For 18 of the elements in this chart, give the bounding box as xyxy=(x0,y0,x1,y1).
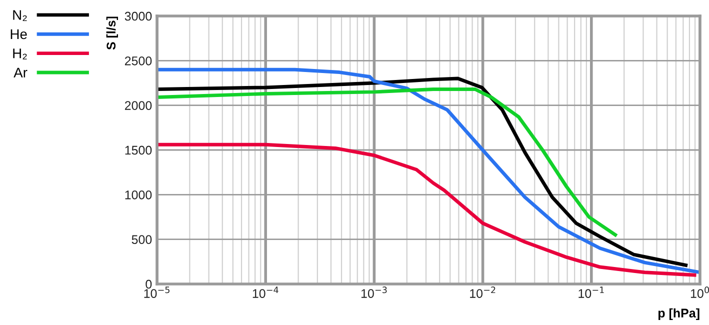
legend-label: He xyxy=(10,29,27,40)
x-tick-label: 10$^{−2}$ xyxy=(470,286,496,298)
y-axis-title: S [l/s] xyxy=(106,16,118,50)
y-tick-label: 1000 xyxy=(125,190,152,200)
legend-label: H₂ xyxy=(13,48,27,60)
legend-label: Ar xyxy=(14,68,28,78)
legend-label: N₂ xyxy=(13,10,27,21)
x-tick-label: 10$^{−4}$ xyxy=(252,286,278,298)
y-tick-label: 500 xyxy=(132,235,152,244)
x-tick-label: 10$^{0}$ xyxy=(690,286,709,298)
y-tick-label: 0 xyxy=(146,280,152,289)
y-tick-label: 1500 xyxy=(125,146,152,155)
x-axis-title: p [hPa] xyxy=(658,308,700,320)
x-tick-label: 10$^{−1}$ xyxy=(578,286,604,298)
x-tick-label: 10$^{−3}$ xyxy=(361,286,387,298)
y-tick-label: 3000 xyxy=(124,12,152,21)
y-tick-label: 2500 xyxy=(124,56,152,66)
y-tick-label: 2000 xyxy=(124,101,152,110)
